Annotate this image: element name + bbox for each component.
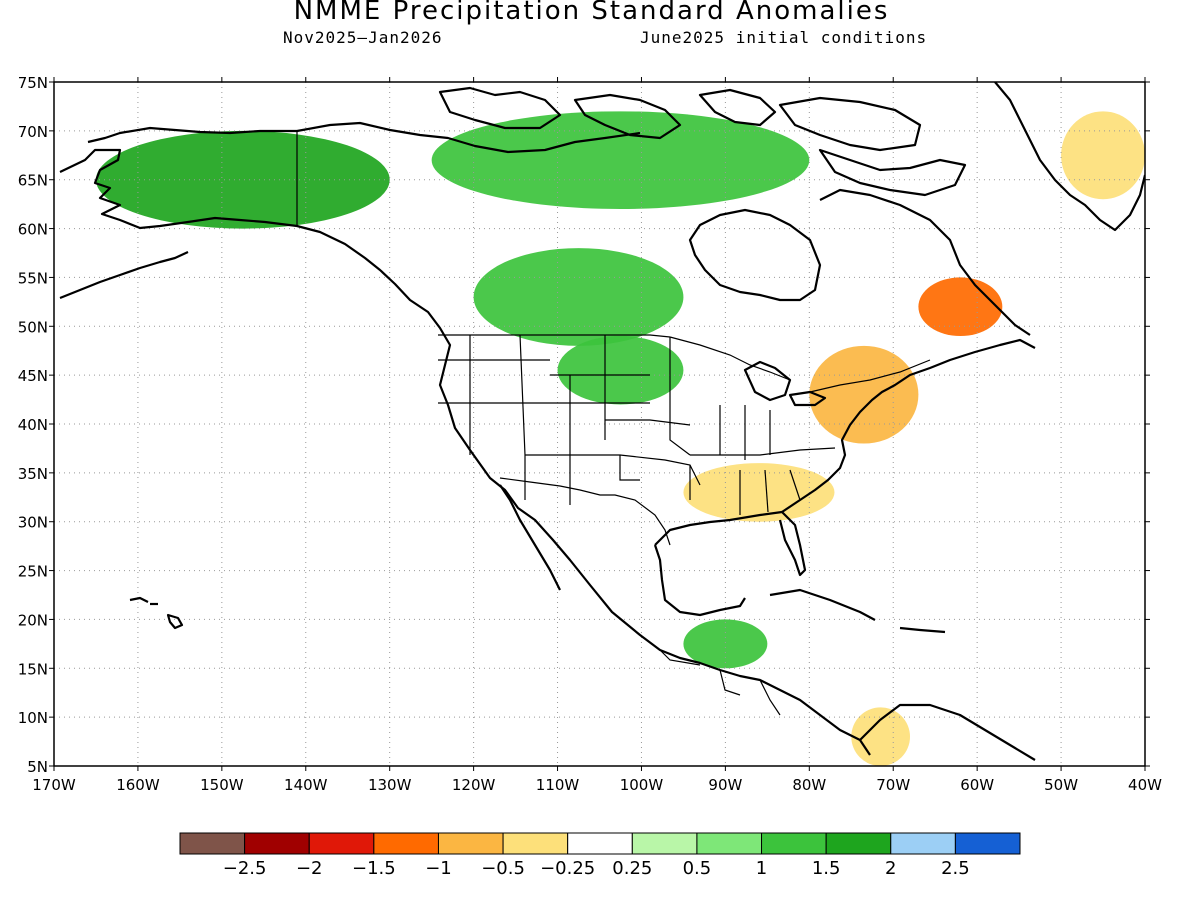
- colorbar-label: 1.5: [812, 858, 841, 879]
- lon-label: 90W: [708, 776, 742, 794]
- lon-label: 130W: [368, 776, 412, 794]
- coastlines: [59, 82, 1145, 761]
- lat-label: 55N: [18, 269, 48, 287]
- lat-label: 50N: [18, 318, 48, 336]
- colorbar-swatch: [502, 832, 569, 855]
- lon-label: 100W: [620, 776, 664, 794]
- colorbar-label: 2: [885, 858, 896, 879]
- colorbar-label: −2.5: [223, 858, 267, 879]
- anomaly-region-labrador-dry: [918, 277, 1003, 337]
- colorbar: [179, 832, 1021, 855]
- lat-label: 75N: [18, 74, 48, 92]
- anomaly-region-alaska-yukon-wet: [95, 130, 390, 229]
- anomaly-region-canadian-arctic-wet: [431, 111, 810, 210]
- lat-label: 25N: [18, 563, 48, 581]
- colorbar-label: −2: [296, 858, 323, 879]
- anomaly-region-canada-prairies-wet: [473, 248, 684, 346]
- colorbar-label: 0.5: [683, 858, 712, 879]
- lon-label: 40W: [1128, 776, 1162, 794]
- anomaly-region-southwest-us-dry: [490, 453, 617, 512]
- colorbar-swatch: [308, 832, 375, 855]
- forecast-period: Nov2025—Jan2026: [283, 28, 443, 47]
- colorbar-swatch: [437, 832, 504, 855]
- map-title: NMME Precipitation Standard Anomalies: [293, 0, 890, 26]
- lon-label: 70W: [876, 776, 910, 794]
- colorbar-swatch: [954, 832, 1021, 855]
- colorbar-label: −1.5: [352, 858, 396, 879]
- anomaly-region-southeast-us-dry: [683, 463, 835, 522]
- longitude-labels: 170W 160W 150W 140W 130W 120W 110W 100W 90W 80W 70…: [32, 776, 1162, 794]
- colorbar-swatch: [244, 832, 310, 855]
- tick-marks: [49, 77, 1150, 771]
- lat-label: 10N: [18, 709, 48, 727]
- lon-label: 120W: [452, 776, 496, 794]
- lat-label: 70N: [18, 123, 48, 141]
- colorbar-swatch: [631, 832, 698, 855]
- lat-label: 20N: [18, 611, 48, 629]
- lat-label: 60N: [18, 221, 48, 239]
- lon-label: 50W: [1044, 776, 1078, 794]
- colorbar-swatch: [761, 832, 827, 855]
- colorbar-swatch: [825, 832, 892, 855]
- anomaly-region-central-america-wet: [683, 619, 768, 669]
- lon-label: 160W: [116, 776, 160, 794]
- lon-label: 80W: [792, 776, 826, 794]
- lat-label: 15N: [18, 660, 48, 678]
- anomaly-region-greenland-dry: [1061, 111, 1145, 200]
- anomaly-region-colombia-dry: [851, 707, 911, 766]
- lat-label: 35N: [18, 465, 48, 483]
- gridlines: [54, 82, 1145, 766]
- colorbar-label: −1: [425, 858, 452, 879]
- colorbar-swatch: [890, 832, 956, 855]
- colorbar-swatch: [373, 832, 439, 855]
- colorbar-labels: −2.5 −2 −1.5 −1 −0.5 −0.25 0.25 0.5 1 1.5 2 2.5: [223, 858, 970, 879]
- colorbar-label: −0.25: [540, 858, 595, 879]
- colorbar-label: 0.25: [612, 858, 652, 879]
- colorbar-label: 1: [756, 858, 767, 879]
- colorbar-label: −0.5: [481, 858, 525, 879]
- anomaly-region-new-england-dry: [809, 345, 919, 444]
- colorbar-swatch: [179, 832, 246, 855]
- lat-label: 30N: [18, 514, 48, 532]
- lat-label: 65N: [18, 172, 48, 190]
- lon-label: 60W: [960, 776, 994, 794]
- lat-label: 40N: [18, 416, 48, 434]
- colorbar-swatch: [567, 832, 633, 855]
- colorbar-swatch: [696, 832, 763, 855]
- lon-label: 150W: [200, 776, 244, 794]
- lon-label: 170W: [32, 776, 76, 794]
- initial-conditions: June2025 initial conditions: [640, 28, 928, 47]
- lat-label: 45N: [18, 367, 48, 385]
- lon-label: 140W: [284, 776, 328, 794]
- anomaly-fill-layer: [95, 111, 1145, 766]
- political-borders: [296, 131, 931, 716]
- latitude-labels: 75N 70N 65N 60N 55N 50N 45N 40N 35N 30N 25N 20N 15N 1…: [18, 74, 48, 776]
- lon-label: 110W: [536, 776, 580, 794]
- colorbar-label: 2.5: [941, 858, 970, 879]
- lat-label: 5N: [27, 758, 48, 776]
- anomaly-region-northern-plains-wet: [557, 336, 684, 405]
